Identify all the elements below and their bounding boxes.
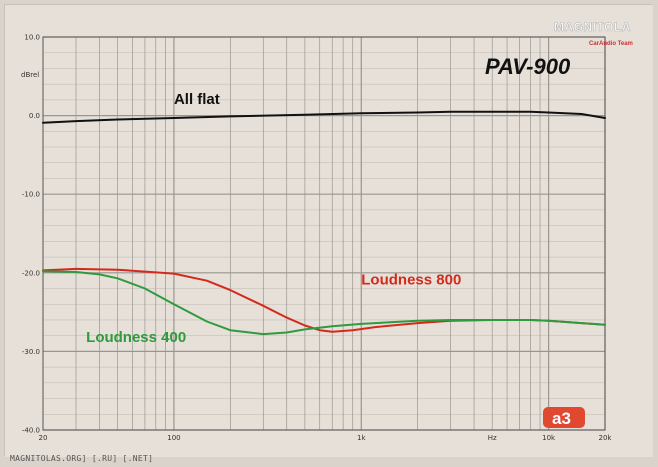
a3-logo: a3 — [543, 407, 585, 428]
footer-url: MAGNITOLAS.ORG] [.RU] [.NET] — [10, 454, 154, 463]
y-tick-label: -30.0 — [22, 348, 40, 356]
x-axis-unit-label: Hz — [488, 434, 497, 442]
y-tick-label: -40.0 — [22, 427, 40, 435]
chart-background — [5, 5, 653, 457]
series-line-all-flat — [42, 110, 606, 124]
x-tick-label: 10k — [542, 434, 556, 442]
x-tick-label: 20 — [39, 434, 48, 442]
x-tick-label: 100 — [167, 434, 180, 442]
series-lines — [42, 110, 606, 336]
x-tick-labels: 20 100 1k 10k 20k — [39, 434, 613, 442]
series-label-loudness-400: Loudness 400 — [86, 329, 186, 346]
y-tick-label: 10.0 — [24, 34, 40, 42]
series-label-all-flat: All flat — [174, 91, 220, 108]
frequency-response-chart: 10.00.0-10.0-20.0-30.0-40.0 20 100 1k 10k 20… — [5, 5, 653, 457]
plot-border — [42, 36, 606, 431]
y-tick-labels: 10.0 0.0 -10.0 -20.0 -30.0 -40.0 — [22, 34, 40, 435]
grid — [42, 36, 606, 431]
y-tick-label: -20.0 — [22, 269, 40, 277]
magnitola-watermark: MAGNITOLA CarAudio Team — [554, 20, 633, 47]
a3-logo-text: a3 — [552, 409, 571, 428]
y-axis-label: dBrel — [21, 71, 39, 79]
chart-frame: 10.0 0.0 -10.0 -20.0 -30.0 -40.0 20 100 1k 10k 20… — [4, 4, 653, 457]
watermark-subtitle: CarAudio Team — [589, 41, 633, 47]
x-tick-label: 20k — [599, 434, 613, 442]
y-tick-label: -10.0 — [22, 191, 40, 199]
a3-logo-badge — [543, 407, 585, 428]
x-tick-label: 1k — [357, 434, 366, 442]
watermark-brand: MAGNITOLA — [554, 20, 631, 34]
series-label-loudness-800: Loudness 800 — [361, 272, 461, 289]
y-tick-label: 0.0 — [29, 112, 40, 120]
chart-title: PAV-900 — [485, 54, 571, 79]
series-labels: All flat Loudness 800 Loudness 400 — [86, 91, 461, 346]
series-line-loudness-400 — [42, 270, 606, 336]
